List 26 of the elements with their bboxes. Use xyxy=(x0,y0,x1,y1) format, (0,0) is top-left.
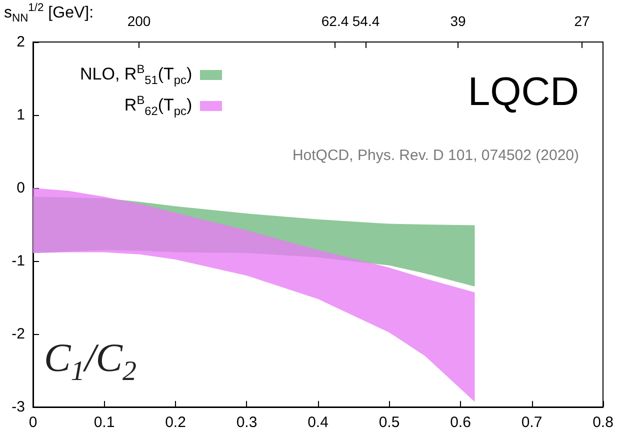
y-tick-label: 2 xyxy=(16,34,25,50)
text: 54.4 xyxy=(352,13,380,30)
y-tick-label: -2 xyxy=(12,326,25,342)
x-tick-label: 0 xyxy=(28,414,38,431)
y-tick-label: -3 xyxy=(12,398,25,416)
x-tick-label: 0.2 xyxy=(165,414,186,431)
x-tick-label: 0.3 xyxy=(236,414,258,431)
annotation: C$_{1}$/C$_{2}$ xyxy=(44,335,136,388)
x-tick-label: 0.6 xyxy=(450,414,471,431)
x-tick-label: 0.1 xyxy=(94,414,115,431)
text: 39 xyxy=(450,13,466,30)
text: 27 xyxy=(574,13,590,30)
x-tick-label: 0.7 xyxy=(521,414,542,431)
x-tick-label: 0.8 xyxy=(592,414,614,431)
x-tick-label: 0.4 xyxy=(308,414,328,431)
y-tick-label: -1 xyxy=(12,252,25,270)
annotation: LQCD xyxy=(468,70,579,114)
text: 200 xyxy=(127,13,151,30)
x-tick-label: 0.5 xyxy=(378,414,400,431)
legend-label: R$^{B}$$_{62}$(T$_{pc}$) xyxy=(124,93,192,118)
annotation: HotQCD, Phys. Rev. D 101, 074502 (2020) xyxy=(292,147,579,164)
text: 62.4 xyxy=(321,13,349,30)
text: s$_{NN}$$^{1/2}$ [GeV]: xyxy=(4,2,94,25)
legend-label: NLO, R$^{B}$$_{51}$(T$_{pc}$) xyxy=(80,62,192,88)
y-tick-label: 0 xyxy=(16,180,25,196)
y-tick-label: 1 xyxy=(16,106,25,124)
